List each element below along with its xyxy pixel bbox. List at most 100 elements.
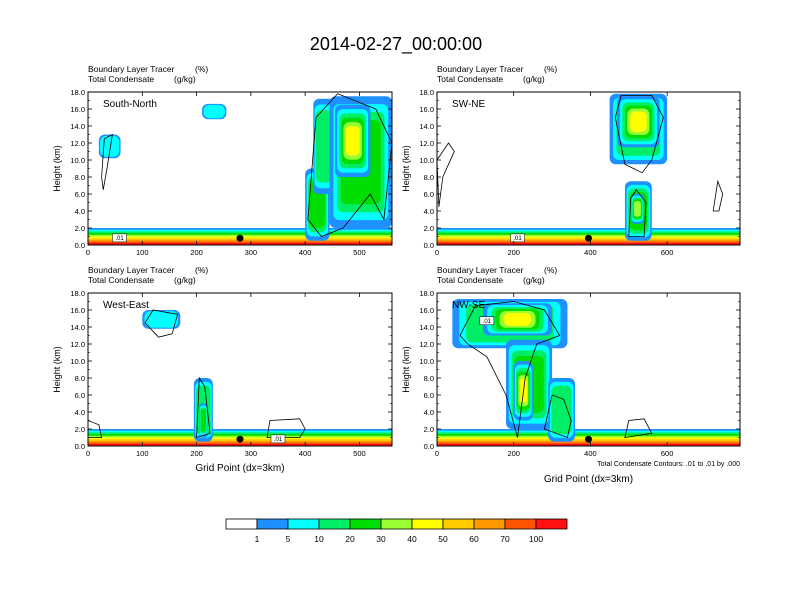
colorbar-swatch: [473, 518, 506, 530]
field-label-tracer: Boundary Layer Tracer: [437, 64, 524, 74]
boundary-layer-band: [437, 443, 740, 446]
y-tick-label: 10.0: [419, 357, 434, 366]
field-label-tracer: Boundary Layer Tracer: [88, 64, 175, 74]
colorbar-label: 40: [407, 534, 417, 544]
x-tick-label: 200: [507, 248, 520, 257]
location-marker: [236, 234, 244, 242]
condensate-contour: [543, 394, 572, 439]
field-label-tracer-unit: (%): [195, 64, 208, 74]
y-tick-label: 2.0: [75, 224, 85, 233]
panel-name: NW-SE: [452, 300, 485, 311]
plot-area: .01: [88, 309, 392, 446]
y-tick-label: 10.0: [70, 357, 85, 366]
x-tick-label: 500: [353, 248, 366, 257]
y-tick-label: 2.0: [75, 425, 85, 434]
y-tick-label: 8.0: [75, 374, 85, 383]
location-marker: [236, 435, 244, 443]
y-axis-label: Height (km): [52, 346, 62, 393]
y-tick-label: 18.0: [419, 289, 434, 298]
x-tick-label: 500: [353, 449, 366, 458]
contour-label-box: [510, 233, 525, 243]
location-marker: [585, 234, 592, 242]
condensate-contour: [144, 309, 179, 338]
panel-south-north: .01 0.0 2.0 4.0 6.0 8.0 10.0 12.0 14.0 16.0 18.0 0 1…: [52, 64, 393, 257]
x-tick-label: 0: [435, 248, 439, 257]
y-tick-label: 8.0: [424, 173, 434, 182]
boundary-layer-band: [88, 242, 392, 245]
condensate-contour: [624, 418, 653, 438]
y-axis-label: Height (km): [401, 145, 411, 192]
x-tick-label: 200: [190, 449, 203, 458]
y-tick-label: 2.0: [424, 425, 434, 434]
y-tick-label: 12.0: [419, 139, 434, 148]
plot-frame: [436, 91, 741, 246]
y-tick-label: 14.0: [419, 323, 434, 332]
condensate-contour: [437, 142, 455, 207]
y-tick-label: 6.0: [75, 190, 85, 199]
condensate-contour: [196, 376, 211, 439]
x-tick-label: 0: [86, 449, 90, 458]
y-tick-label: 6.0: [424, 190, 434, 199]
colorbar-swatch: [225, 518, 258, 530]
colorbar-swatch: [504, 518, 537, 530]
panel-name: SW-NE: [452, 99, 485, 110]
y-axis-label: Height (km): [52, 145, 62, 192]
boundary-layer-band: [88, 443, 392, 446]
field-label-condensate: Total Condensate: [88, 275, 154, 285]
y-tick-label: 4.0: [424, 408, 434, 417]
y-tick-label: 6.0: [75, 391, 85, 400]
colorbar-label: 100: [529, 534, 543, 544]
y-tick-label: 18.0: [419, 88, 434, 97]
x-tick-label: 400: [584, 248, 597, 257]
y-tick-label: 8.0: [424, 374, 434, 383]
condensate-contour: [266, 418, 306, 438]
y-tick-label: 4.0: [424, 207, 434, 216]
tracer-feature: [345, 126, 360, 156]
colorbar-label: 50: [438, 534, 448, 544]
plot-area: .01: [437, 93, 740, 245]
y-tick-label: 14.0: [70, 323, 85, 332]
x-tick-label: 300: [245, 449, 258, 458]
y-tick-label: 16.0: [70, 105, 85, 114]
y-tick-label: 0.0: [75, 442, 85, 451]
colorbar: 1 5 10 20 30 40 50 60 70 100: [225, 518, 568, 544]
tracer-feature: [100, 135, 120, 157]
field-label-condensate-unit: (g/kg): [523, 275, 545, 285]
x-tick-label: 0: [86, 248, 90, 257]
x-tick-label: 400: [299, 449, 312, 458]
contour-label-box: [479, 316, 495, 325]
y-tick-label: 14.0: [419, 122, 434, 131]
y-tick-label: 2.0: [424, 224, 434, 233]
contour-label-box: [270, 434, 286, 444]
contour-label: .01: [115, 236, 124, 242]
field-label-tracer-unit: (%): [544, 64, 557, 74]
condensate-contour: [459, 301, 561, 438]
colorbar-swatch: [287, 518, 320, 530]
panel-nw-se: .01 0.0 2.0 4.0 6.0 8.0 10.0 12.0 14.0 16.0 18.0 0 2…: [401, 265, 741, 485]
colorbar-label: 70: [500, 534, 510, 544]
field-label-tracer: Boundary Layer Tracer: [88, 265, 175, 275]
y-tick-label: 8.0: [75, 173, 85, 182]
y-tick-label: 0.0: [424, 241, 434, 250]
condensate-contour: [88, 420, 103, 438]
y-tick-label: 10.0: [419, 156, 434, 165]
colorbar-label: 30: [376, 534, 386, 544]
field-label-condensate: Total Condensate: [437, 74, 503, 84]
x-tick-label: 100: [136, 248, 149, 257]
colorbar-swatch: [318, 518, 351, 530]
contour-label: .01: [274, 437, 283, 443]
y-tick-label: 4.0: [75, 207, 85, 216]
colorbar-swatch: [535, 518, 568, 530]
field-label-tracer-unit: (%): [544, 265, 557, 275]
colorbar-swatch: [349, 518, 382, 530]
condensate-contour: [614, 95, 664, 174]
colorbar-label: 1: [255, 534, 260, 544]
condensate-contour: [307, 93, 392, 237]
plot-area: .01: [437, 298, 740, 446]
condensate-contour: [101, 133, 113, 190]
x-axis-label: Grid Point (dx=3km): [195, 463, 284, 474]
tracer-feature: [503, 312, 532, 326]
colorbar-label: 60: [469, 534, 479, 544]
x-tick-label: 300: [245, 248, 258, 257]
tracer-feature: [144, 311, 179, 328]
